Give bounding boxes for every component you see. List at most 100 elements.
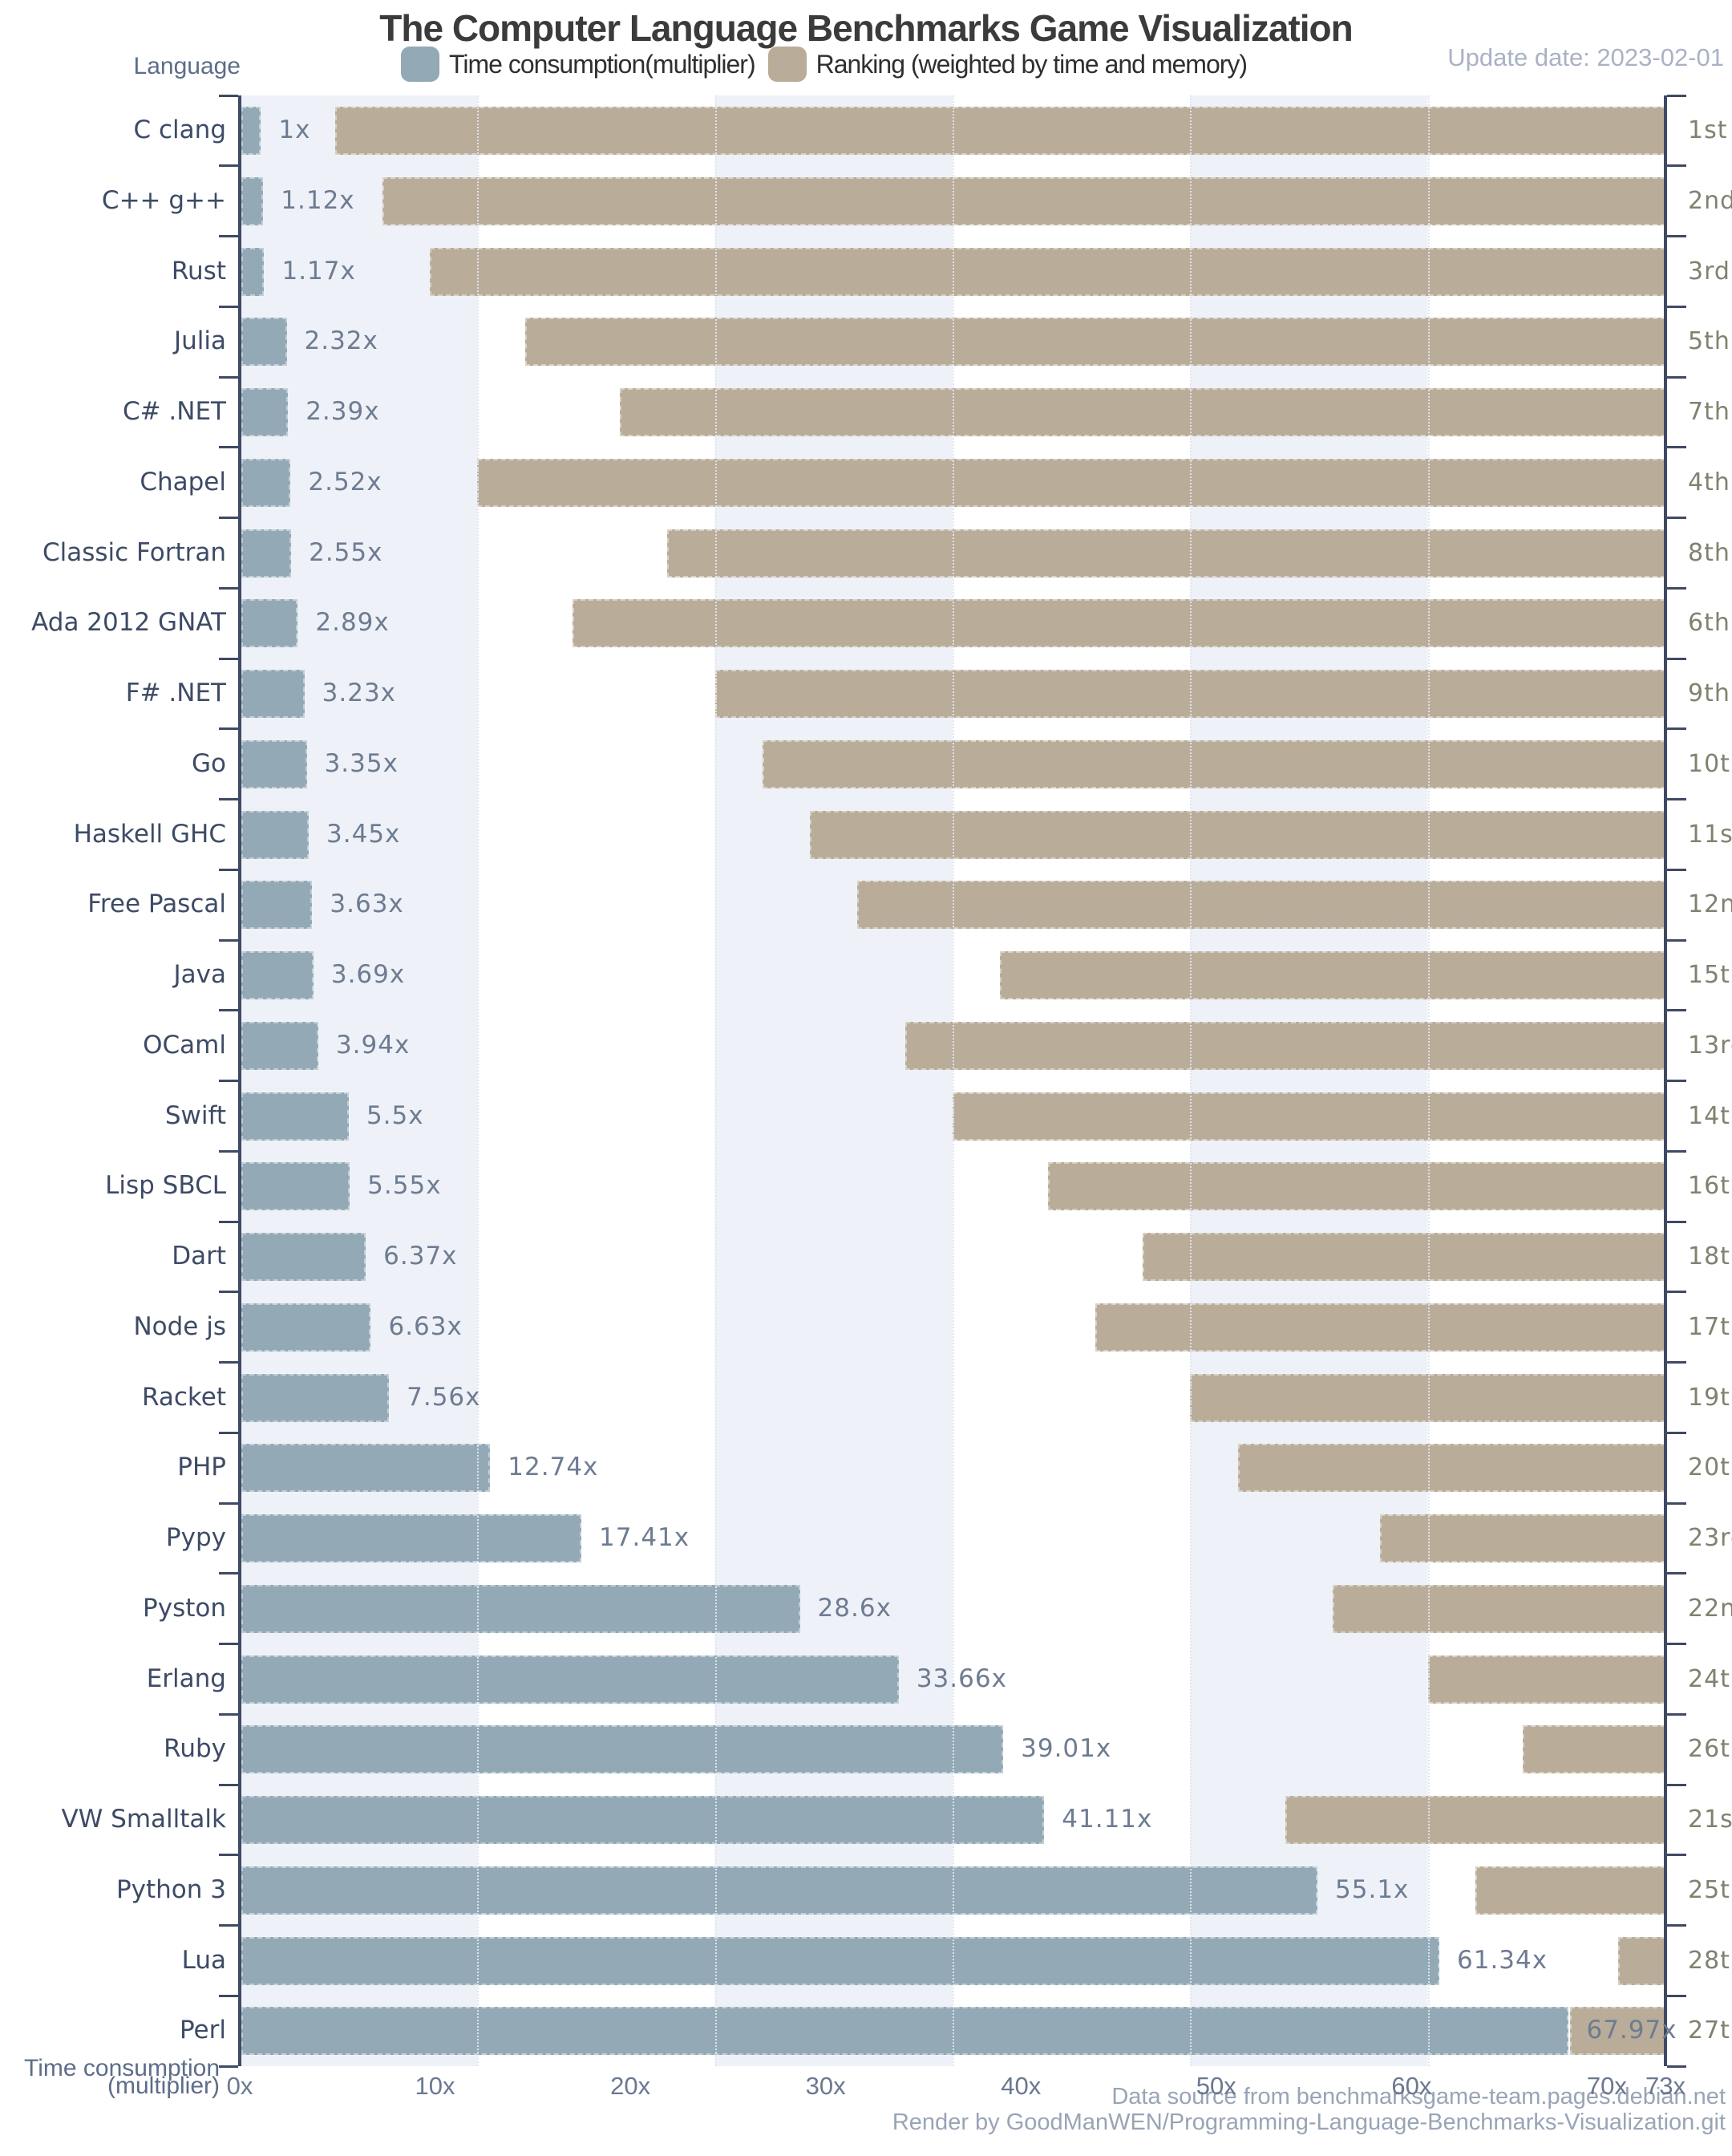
x-tick-label: 20x: [610, 2072, 651, 2100]
left-axis-tick: [219, 727, 238, 731]
ranking-bar[interactable]: [1285, 1796, 1665, 1844]
time-consumption-bar[interactable]: [241, 2007, 1569, 2056]
ranking-bar[interactable]: [1475, 1866, 1665, 1915]
ranking-bar[interactable]: [1237, 1444, 1665, 1493]
time-consumption-bar[interactable]: [241, 670, 305, 718]
ranking-bar[interactable]: [1095, 1303, 1665, 1352]
time-consumption-bar[interactable]: [241, 1655, 899, 1704]
time-consumption-bar[interactable]: [241, 881, 313, 930]
ranking-bar[interactable]: [904, 1021, 1665, 1070]
ranking-bar[interactable]: [334, 107, 1665, 155]
language-label: C clang: [133, 116, 226, 144]
ranking-bar[interactable]: [1380, 1514, 1665, 1562]
ranking-bar[interactable]: [430, 247, 1665, 296]
right-axis-tick: [1667, 586, 1686, 590]
chart-row: F# .NET 3.23x 9th: [126, 659, 1730, 729]
right-axis-tick: [1667, 375, 1686, 379]
ranking-bar[interactable]: [810, 810, 1665, 859]
time-consumption-bar[interactable]: [241, 529, 292, 578]
stripe-gridline: [1190, 95, 1192, 2066]
rank-position-label: 12nd: [1688, 890, 1732, 919]
rank-position-label: 19th: [1688, 1383, 1732, 1412]
time-value-label: 17.41x: [599, 1523, 690, 1552]
right-axis-tick: [1667, 1712, 1686, 1716]
time-consumption-bar[interactable]: [241, 1021, 318, 1070]
chart-row: Free Pascal 3.63x 12nd: [87, 869, 1732, 940]
time-consumption-bar[interactable]: [241, 740, 307, 788]
language-label: C++ g++: [101, 185, 226, 215]
ranking-bar[interactable]: [857, 881, 1665, 930]
time-value-label: 3.63x: [330, 890, 404, 919]
time-value-label: 33.66x: [916, 1664, 1007, 1693]
time-consumption-bar[interactable]: [241, 951, 314, 999]
time-consumption-bar[interactable]: [241, 1233, 366, 1281]
time-consumption-bar[interactable]: [241, 1936, 1439, 1985]
legend-item-ranking[interactable]: Ranking (weighted by time and memory): [767, 47, 1248, 82]
ranking-bar[interactable]: [714, 670, 1665, 718]
ranking-bar[interactable]: [382, 176, 1665, 225]
legend-item-time[interactable]: Time consumption(multiplier): [401, 47, 756, 82]
rank-position-label: 20th: [1688, 1453, 1732, 1482]
time-value-label: 2.52x: [308, 467, 382, 496]
left-axis-tick: [219, 938, 238, 942]
ranking-bar[interactable]: [572, 599, 1665, 648]
ranking-bar[interactable]: [953, 1092, 1665, 1141]
time-consumption-bar[interactable]: [241, 388, 289, 436]
language-label: Free Pascal: [87, 890, 226, 919]
chart-row: OCaml 3.94x 13rd: [143, 1011, 1732, 1081]
ranking-bar[interactable]: [477, 458, 1665, 507]
rank-position-label: 7th: [1688, 398, 1730, 426]
time-consumption-bar[interactable]: [241, 1584, 800, 1633]
left-axis-tick: [219, 1572, 238, 1575]
ranking-bar[interactable]: [667, 529, 1665, 578]
time-value-label: 2.89x: [315, 608, 390, 638]
ranking-bar[interactable]: [762, 740, 1665, 788]
rank-position-label: 8th: [1688, 538, 1730, 567]
ranking-series-swatch-icon: [767, 47, 807, 82]
right-axis-tick: [1667, 235, 1686, 237]
ranking-bar[interactable]: [1000, 951, 1665, 999]
time-consumption-bar[interactable]: [241, 1444, 491, 1493]
time-consumption-bar[interactable]: [241, 1514, 582, 1562]
time-value-label: 1x: [278, 116, 311, 144]
time-consumption-bar[interactable]: [241, 599, 298, 648]
ranking-bar[interactable]: [1617, 1936, 1665, 1985]
time-consumption-bar[interactable]: [241, 1373, 390, 1422]
chart-row: Swift 5.5x 14th: [165, 1081, 1732, 1152]
x-axis-title-line2: (multiplier): [107, 2073, 220, 2099]
time-consumption-bar[interactable]: [241, 458, 291, 507]
time-consumption-bar[interactable]: [241, 318, 287, 367]
time-consumption-bar[interactable]: [241, 810, 310, 859]
ranking-bar[interactable]: [620, 388, 1665, 436]
ranking-bar[interactable]: [1143, 1233, 1665, 1281]
ranking-bar[interactable]: [1333, 1584, 1665, 1633]
ranking-bar[interactable]: [1047, 1162, 1665, 1211]
right-axis-tick: [1667, 938, 1686, 942]
right-axis-tick: [1667, 727, 1686, 731]
language-label: Ada 2012 GNAT: [31, 608, 226, 638]
rank-position-label: 4th: [1688, 468, 1730, 496]
time-consumption-bar[interactable]: [241, 1162, 350, 1211]
rank-position-label: 26th: [1688, 1735, 1732, 1764]
time-consumption-bar[interactable]: [241, 1796, 1045, 1844]
time-consumption-bar[interactable]: [241, 1866, 1318, 1915]
time-consumption-bar[interactable]: [241, 1303, 371, 1352]
time-consumption-bar[interactable]: [241, 176, 264, 225]
time-value-label: 28.6x: [817, 1593, 892, 1623]
time-consumption-bar[interactable]: [241, 107, 261, 155]
time-consumption-bar[interactable]: [241, 1725, 1004, 1774]
chart-row: Dart 6.37x 18th: [172, 1222, 1732, 1292]
ranking-bar[interactable]: [1427, 1655, 1665, 1704]
ranking-bar[interactable]: [524, 318, 1665, 367]
rank-position-label: 11st: [1688, 820, 1732, 849]
time-value-label: 2.55x: [309, 537, 383, 567]
legend-label-time: Time consumption(multiplier): [449, 49, 756, 79]
rank-position-label: 24th: [1688, 1664, 1732, 1693]
time-value-label: 3.69x: [330, 960, 406, 989]
right-axis-tick: [1667, 517, 1686, 519]
ranking-bar[interactable]: [1523, 1725, 1665, 1774]
time-consumption-bar[interactable]: [241, 247, 265, 296]
update-date: Update date: 2023-02-01: [1447, 43, 1724, 71]
chart-row: Pyston 28.6x 22nd: [143, 1574, 1732, 1644]
time-consumption-bar[interactable]: [241, 1092, 349, 1141]
